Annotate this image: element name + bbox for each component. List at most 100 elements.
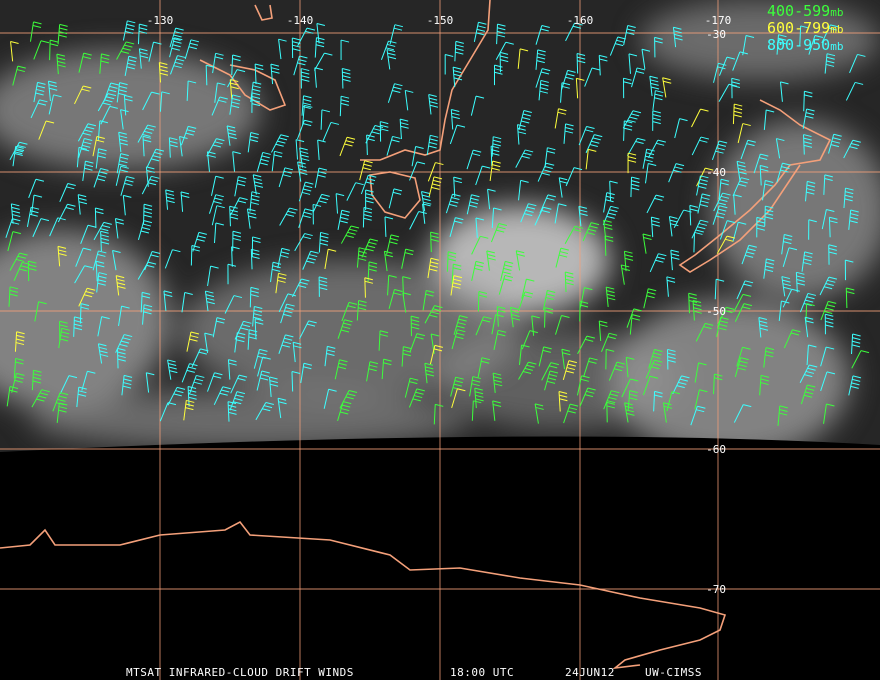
barb-tick (654, 197, 663, 201)
barb-tick (558, 108, 567, 112)
barb-staff (324, 249, 329, 270)
barb-tick (143, 307, 152, 311)
barb-staff (604, 235, 607, 256)
barb-tick (190, 335, 199, 339)
wind-barb (756, 216, 765, 238)
barb-tick (516, 250, 525, 254)
barb-tick (777, 41, 787, 45)
barb-staff (297, 161, 302, 182)
wind-barb (603, 390, 620, 410)
wind-barb (718, 56, 736, 76)
barb-tick (606, 215, 615, 219)
legend-unit: mb (830, 23, 843, 36)
wind-barb (579, 287, 593, 308)
barb-tick (565, 76, 574, 80)
barb-tick (369, 364, 378, 368)
barb-staff (649, 76, 653, 97)
barb-staff (409, 161, 418, 181)
barb-staff (269, 376, 272, 398)
barb-tick (340, 213, 350, 217)
barb-tick (402, 292, 411, 296)
barb-tick (284, 310, 293, 314)
barb-tick (233, 295, 243, 299)
barb-tick (65, 206, 74, 210)
barb-tick (95, 211, 104, 215)
barb-staff (31, 370, 34, 391)
barb-staff (643, 288, 649, 309)
barb-tick (854, 81, 864, 85)
barb-tick (688, 292, 697, 296)
barb-tick (15, 258, 25, 262)
barb-tick (380, 128, 389, 132)
wind-barb (494, 64, 503, 86)
barb-staff (531, 315, 535, 336)
wind-barb (249, 286, 259, 308)
barb-staff (763, 258, 767, 279)
wind-barb (78, 52, 92, 73)
barb-tick (737, 367, 746, 371)
barb-staff (454, 41, 457, 62)
wind-barb (271, 150, 283, 172)
barb-tick (297, 161, 306, 165)
barb-staff (314, 37, 317, 58)
barb-tick (196, 238, 205, 242)
barb-tick (141, 227, 151, 231)
barb-tick (566, 73, 575, 77)
wind-barb (691, 219, 709, 239)
barb-staff (186, 331, 192, 352)
barb-tick (405, 89, 414, 93)
wind-barb (253, 348, 268, 369)
wind-barb (672, 375, 690, 395)
barb-tick (11, 221, 20, 225)
barb-tick (850, 209, 859, 213)
barb-tick (231, 105, 240, 109)
barb-tick (737, 164, 746, 168)
barb-tick (544, 166, 553, 170)
barb-tick (523, 152, 532, 156)
barb-tick (416, 161, 426, 165)
wind-barb (803, 90, 813, 112)
barb-staff (78, 53, 85, 73)
barb-tick (251, 99, 261, 103)
barb-staff (491, 314, 497, 335)
barb-tick (456, 124, 466, 128)
barb-tick (230, 82, 239, 86)
barb-tick (740, 357, 749, 361)
barb-staff (575, 78, 579, 99)
barb-tick (666, 276, 675, 280)
barb-tick (574, 225, 584, 229)
barb-tick (168, 363, 177, 366)
barb-tick (179, 135, 188, 139)
wind-barb (848, 375, 862, 396)
wind-barb (601, 332, 618, 353)
barb-tick (453, 263, 462, 267)
wind-barb (851, 333, 861, 355)
barb-tick (748, 244, 757, 248)
barb-tick (805, 112, 815, 116)
barb-tick (277, 276, 287, 280)
barb-tick (806, 387, 815, 391)
barb-tick (805, 320, 814, 324)
barb-tick (255, 63, 264, 67)
barb-staff (471, 261, 477, 282)
barb-tick (10, 41, 19, 44)
barb-tick (238, 176, 247, 180)
barb-tick (228, 359, 237, 363)
wind-barb (387, 83, 403, 103)
wind-barb (183, 399, 195, 421)
barb-tick (493, 376, 502, 380)
barb-staff (32, 218, 42, 238)
barb-tick (760, 378, 769, 382)
barb-tick (482, 319, 491, 323)
barb-tick (850, 213, 859, 217)
barb-staff (250, 82, 254, 103)
barb-tick (641, 48, 651, 52)
wind-barb (168, 137, 178, 158)
barb-tick (422, 198, 431, 202)
barb-tick (663, 80, 672, 84)
barb-tick (852, 378, 861, 382)
wind-barb (59, 375, 78, 394)
wind-barb (454, 40, 464, 62)
barb-staff (538, 346, 545, 367)
barb-tick (779, 405, 788, 409)
